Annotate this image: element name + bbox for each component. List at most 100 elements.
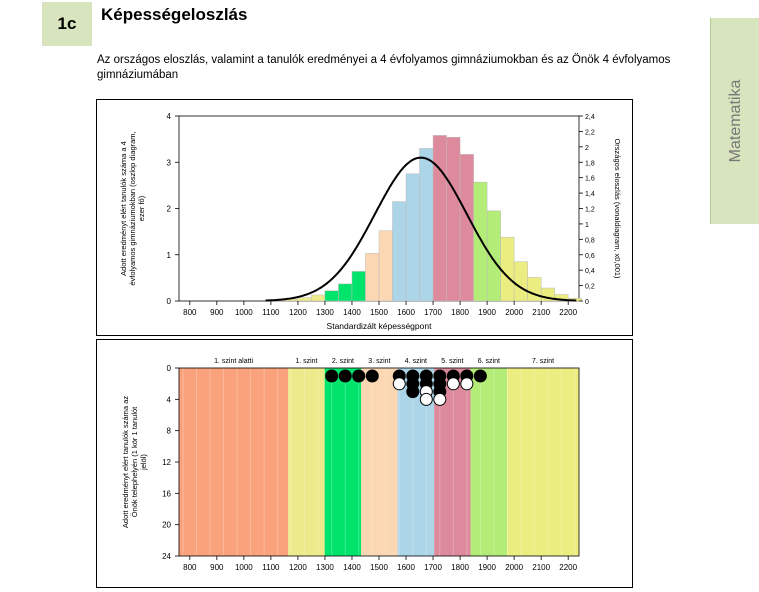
side-tab-subject: Matematika <box>710 18 759 224</box>
y-right-tick-label: 0,6 <box>585 253 595 260</box>
side-tab-label: Matematika <box>726 79 744 163</box>
level-band-label: 2. szint <box>332 358 354 365</box>
x-tick-label: 1400 <box>343 563 361 572</box>
y-right-tick-label: 0,4 <box>585 268 595 275</box>
level-band-label: 5. szint <box>441 358 463 365</box>
y-right-tick-label: 1,6 <box>585 176 595 183</box>
histogram-bar <box>473 181 488 302</box>
site-results-chart: 1. szint alatti 1. szint 2. szint 3. szint 4… <box>121 358 580 572</box>
x-tick-label: 1100 <box>262 308 280 317</box>
y-right-tick-label: 2 <box>585 145 589 152</box>
y-right-tick-label: 0,8 <box>585 237 595 244</box>
level-band <box>507 368 579 556</box>
level-band-label: 6. szint <box>478 358 500 365</box>
x-tick-label: 900 <box>210 308 224 317</box>
level-band <box>179 368 289 556</box>
level-band <box>361 368 398 556</box>
student-circle <box>352 369 366 383</box>
y-axis-label: Adott eredményt elért tanulók száma azÖn… <box>121 396 148 528</box>
x-tick-label: 2000 <box>505 563 523 572</box>
y-tick-label: 0 <box>167 364 172 373</box>
y-right-tick-label: 1,4 <box>585 191 595 198</box>
y-label-group: Adott eredményt elért tanulók száma azÖn… <box>121 396 148 528</box>
x-tick-label: 800 <box>183 563 197 572</box>
distribution-chart: 0 1 2 3 4 0 0,2 0,4 0,6 0,8 1 1,2 1,4 1,6 1,8 2 2,2 2,4 80… <box>119 112 622 331</box>
histogram-bar <box>338 283 353 302</box>
x-tick-label: 1100 <box>262 563 280 572</box>
y-right-tick-label: 1,8 <box>585 160 595 167</box>
x-tick-label: 1500 <box>370 563 388 572</box>
x-tick-label: 1800 <box>451 308 469 317</box>
histogram-bar <box>297 297 312 302</box>
y-right-tick-label: 0 <box>585 299 589 306</box>
histogram-bar <box>432 135 447 302</box>
y-left-tick-label: 3 <box>167 158 172 167</box>
y-left-tick-label: 0 <box>167 297 172 306</box>
histogram-bar <box>419 148 434 302</box>
y-right-tick-label: 2,2 <box>585 129 595 136</box>
x-tick-label: 1000 <box>235 563 253 572</box>
y-left-tick-label: 2 <box>167 205 172 214</box>
x-tick-label: 1600 <box>397 563 415 572</box>
x-tick-label: 900 <box>210 563 224 572</box>
y-right-tick-label: 1,2 <box>585 207 595 214</box>
site-results-chart-panel: 1. szint alatti 1. szint 2. szint 3. szint 4… <box>96 339 633 588</box>
student-circle <box>365 369 379 383</box>
y-right-label-group: Országos eloszlás (vonaldiagram, x0,001) <box>613 138 622 279</box>
distribution-chart-panel: 0 1 2 3 4 0 0,2 0,4 0,6 0,8 1 1,2 1,4 1,6 1,8 2 2,2 2,4 80… <box>96 99 633 336</box>
level-band-label: 7. szint <box>532 358 554 365</box>
x-tick-label: 1200 <box>289 563 307 572</box>
x-tick-label: 2000 <box>505 308 523 317</box>
x-tick-label: 1400 <box>343 308 361 317</box>
histogram-bar <box>527 277 542 302</box>
x-tick-label: 1700 <box>424 563 442 572</box>
y-right-tick-label: 1 <box>585 222 589 229</box>
national-distribution-curve <box>265 156 577 302</box>
histogram-bar <box>500 236 515 302</box>
student-circle <box>473 369 487 383</box>
histogram-bar <box>405 173 420 302</box>
student-circle <box>419 392 433 406</box>
y-tick-label: 8 <box>167 427 172 436</box>
histogram-bar <box>392 201 407 302</box>
level-band <box>324 368 362 556</box>
y-tick-label: 12 <box>162 458 171 467</box>
student-circle <box>338 369 352 383</box>
x-tick-label: 1600 <box>397 308 415 317</box>
student-circle <box>325 369 339 383</box>
y-tick-label: 24 <box>162 552 171 561</box>
student-circle <box>446 377 460 391</box>
level-band <box>470 368 508 556</box>
student-circle <box>392 377 406 391</box>
y-left-tick-label: 1 <box>167 251 172 260</box>
x-tick-label: 2100 <box>532 563 550 572</box>
histogram-bar <box>311 294 326 302</box>
x-tick-label: 1500 <box>370 308 388 317</box>
level-band <box>288 368 325 556</box>
student-circle <box>406 385 420 399</box>
histogram-bar <box>365 253 380 302</box>
x-tick-label: 1300 <box>316 308 334 317</box>
y-left-tick-label: 4 <box>167 112 172 121</box>
histogram-bar <box>351 271 366 302</box>
level-band-label: 3. szint <box>368 358 390 365</box>
y-right-tick-label: 2,4 <box>585 114 595 121</box>
histogram-bar <box>486 210 501 302</box>
y-tick-label: 16 <box>162 489 171 498</box>
level-band-label: 1. szint alatti <box>214 358 253 365</box>
histogram-bar <box>459 154 474 302</box>
student-circle <box>433 392 447 406</box>
x-tick-label: 2200 <box>559 308 577 317</box>
x-tick-label: 1200 <box>289 308 307 317</box>
student-circle <box>460 377 474 391</box>
x-tick-label: 1000 <box>235 308 253 317</box>
y-left-label-group: Adott eredményt elért tanulók száma a 4é… <box>119 131 146 285</box>
histogram-bar <box>378 230 393 302</box>
y-tick-label: 20 <box>162 521 171 530</box>
x-tick-label: 2200 <box>559 563 577 572</box>
level-band-label: 4. szint <box>405 358 427 365</box>
level-band-label: 1. szint <box>295 358 317 365</box>
y-right-axis-label: Országos eloszlás (vonaldiagram, x0,001) <box>613 138 622 279</box>
x-axis-label: Standardizált képességpont <box>327 321 433 331</box>
histogram-bar <box>324 290 339 302</box>
